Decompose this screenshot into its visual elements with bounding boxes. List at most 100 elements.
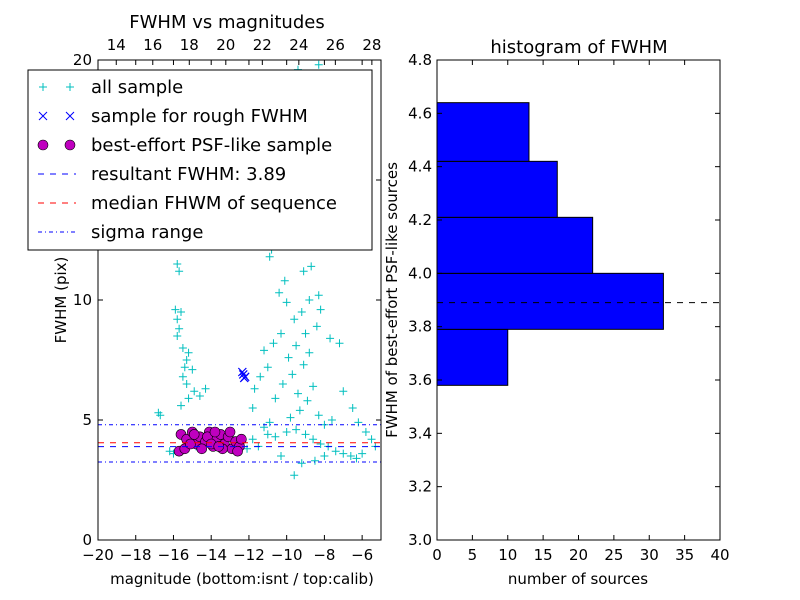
scatter-x-tick-label: −10 — [271, 546, 303, 564]
histogram-x-tick-label: 40 — [710, 546, 729, 564]
all-sample-point — [314, 411, 323, 420]
histogram-y-tick-label: 4.6 — [408, 104, 432, 122]
all-sample-point — [361, 428, 370, 436]
legend-label-median-fwhm: median FHWM of sequence — [91, 193, 337, 214]
all-sample-point — [250, 384, 259, 393]
all-sample-point — [265, 418, 274, 427]
all-sample-point — [173, 315, 182, 324]
all-sample-point — [277, 452, 286, 460]
all-sample-point — [248, 404, 257, 412]
all-sample-point — [316, 440, 325, 448]
psf-sample-point — [236, 433, 247, 445]
all-sample-point — [310, 456, 319, 465]
all-sample-point — [171, 305, 180, 314]
histogram-ticks: 0 5 10 15 20 25 30 35 40 3.0 3.2 3.4 3.6 3.8 4.0 4.2 4.4… — [408, 51, 729, 564]
scatter-legend: all sample sample for rough FWHM best-ef… — [27, 69, 373, 251]
all-sample-point — [175, 267, 184, 276]
legend-label-resultant-fwhm: resultant FWHM: 3.89 — [91, 164, 286, 185]
all-sample-point — [327, 416, 336, 424]
histogram-x-tick-label: 20 — [569, 546, 588, 564]
all-sample-point — [271, 394, 280, 403]
all-sample-point — [282, 428, 291, 436]
all-sample-point — [335, 339, 344, 348]
all-sample-point — [295, 406, 304, 415]
all-sample-point — [326, 334, 335, 343]
histogram-y-axis-title: FWHM of best-effort PSF-like sources — [383, 162, 401, 438]
scatter-top-x-tick-label: 22 — [253, 36, 272, 54]
all-sample-point — [293, 389, 302, 398]
all-sample-point — [352, 454, 361, 463]
all-sample-point — [178, 372, 187, 381]
all-sample-point — [177, 308, 186, 316]
scatter-panel: −20 −18 −16 −14 −12 −10 −8 −6 14 16 18 20 22 24 26 28 0 5… — [27, 12, 382, 588]
all-sample-point — [184, 348, 193, 357]
histogram-y-tick-label: 4.8 — [408, 51, 432, 69]
scatter-y-tick-label: 10 — [73, 291, 92, 309]
legend-label-rough-fwhm: sample for rough FWHM — [91, 106, 308, 127]
scatter-top-x-tick-label: 16 — [143, 36, 162, 54]
all-sample-point — [307, 262, 316, 271]
all-sample-point — [177, 401, 186, 410]
legend-handle — [38, 111, 75, 121]
all-sample-point — [288, 370, 297, 379]
legend-label-all-sample: all sample — [91, 77, 183, 98]
histogram-x-tick-label: 35 — [675, 546, 694, 564]
legend-label-psf-sample: best-effort PSF-like sample — [91, 135, 332, 156]
scatter-x-tick-label: −20 — [82, 546, 114, 564]
psf-sample-point — [232, 445, 243, 457]
all-sample-point — [339, 449, 348, 458]
all-sample-point — [263, 363, 272, 372]
scatter-title: FWHM vs magnitudes — [129, 12, 324, 33]
all-sample-point — [269, 339, 278, 348]
all-sample-point — [292, 341, 301, 350]
histogram-x-tick-label: 25 — [604, 546, 623, 564]
scatter-ticks: −20 −18 −16 −14 −12 −10 −8 −6 14 16 18 20 22 24 26 28 0 5… — [73, 36, 382, 564]
scatter-x-axis-title: magnitude (bottom:isnt / top:calib) — [110, 570, 374, 588]
scatter-marks — [98, 60, 381, 480]
histogram-frame — [436, 59, 721, 541]
histogram-title: histogram of FWHM — [490, 37, 667, 58]
histogram-x-tick-label: 0 — [432, 546, 442, 564]
histogram-y-tick-label: 3.8 — [408, 318, 432, 336]
all-sample-point — [284, 353, 293, 362]
all-sample-point — [290, 471, 299, 480]
all-sample-point — [292, 425, 301, 434]
legend-handle — [39, 83, 74, 91]
legend-handles — [37, 83, 76, 233]
all-sample-point — [299, 360, 308, 369]
all-sample-point — [297, 308, 306, 316]
all-sample-point — [290, 315, 299, 324]
all-sample-point — [265, 252, 274, 261]
histogram-y-tick-label: 4.2 — [408, 211, 432, 229]
histogram-y-tick-label: 3.2 — [408, 478, 432, 496]
scatter-top-x-tick-label: 28 — [362, 36, 381, 54]
all-sample-point — [173, 332, 182, 340]
all-sample-point — [316, 305, 325, 314]
histogram-x-axis-title: number of sources — [508, 570, 648, 588]
all-sample-point — [190, 387, 199, 396]
histogram-bar — [436, 216, 594, 274]
all-sample-point — [282, 298, 291, 307]
histogram-bar — [436, 102, 530, 162]
all-sample-point — [188, 365, 197, 374]
all-sample-point — [278, 380, 287, 388]
psf-sample-point — [209, 426, 221, 438]
all-sample-point — [182, 356, 191, 364]
all-sample-point — [271, 432, 280, 441]
scatter-y-tick-label: 0 — [82, 531, 92, 549]
scatter-top-x-tick-label: 18 — [180, 36, 199, 54]
rough-fwhm-point — [237, 367, 247, 377]
all-sample-point — [303, 396, 312, 405]
scatter-x-tick-label: −8 — [313, 546, 335, 564]
histogram-y-tick-label: 3.0 — [408, 531, 432, 549]
scatter-y-tick-label: 5 — [82, 411, 92, 429]
histogram-bar — [436, 328, 509, 386]
all-sample-point — [305, 296, 314, 304]
scatter-top-x-tick-label: 24 — [289, 36, 308, 54]
histogram-bar — [436, 272, 664, 330]
histogram-y-tick-label: 4.4 — [408, 158, 432, 176]
scatter-x-tick-label: −16 — [158, 546, 190, 564]
all-sample-point — [297, 459, 306, 468]
all-sample-point — [184, 394, 193, 403]
